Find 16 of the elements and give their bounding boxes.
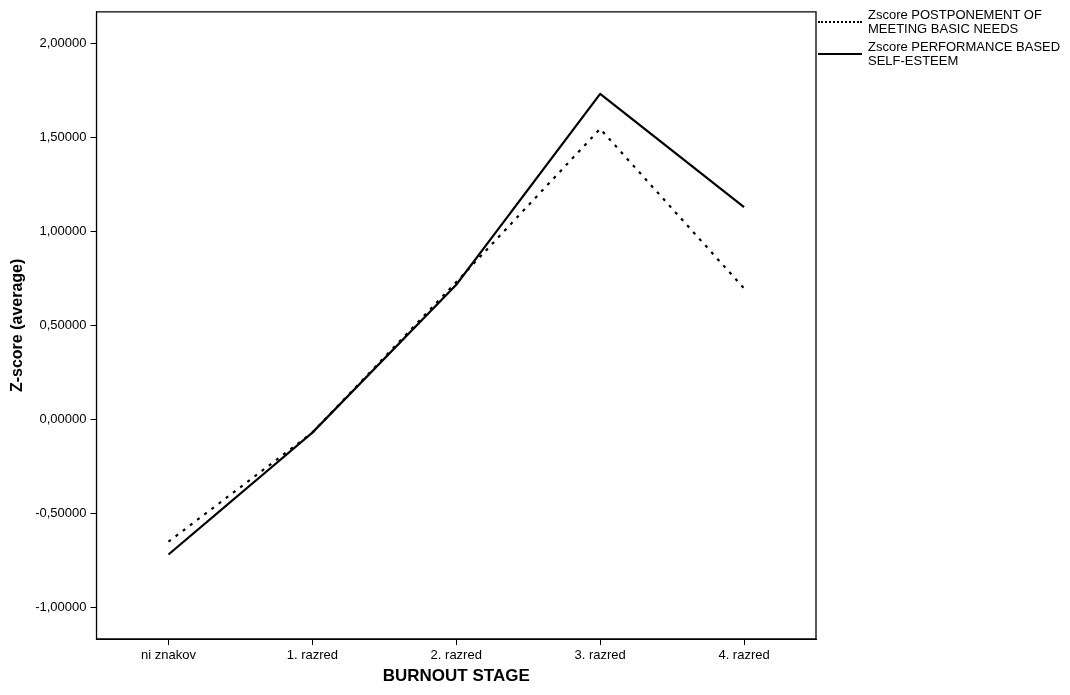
y-tick-label: 0,00000 xyxy=(39,411,87,427)
legend-label: Zscore PERFORMANCE BASED SELF-ESTEEM xyxy=(868,39,1062,68)
y-tick-label: -0,50000 xyxy=(35,505,87,521)
y-tick-label: 0,50000 xyxy=(39,316,87,332)
x-axis-title: BURNOUT STAGE xyxy=(382,666,530,686)
y-axis-title: Z-score (average) xyxy=(8,258,26,393)
x-tick-label: ni znakov xyxy=(141,647,197,663)
y-tick-label: 1,00000 xyxy=(39,222,87,238)
legend-label: Zscore POSTPONEMENT OF MEETING BASIC NEEDS xyxy=(868,7,1043,36)
x-tick-label: 2. razred xyxy=(430,647,482,663)
x-tick-label: 3. razred xyxy=(574,647,626,663)
x-tick-label: 1. razred xyxy=(286,647,339,663)
y-tick-label: 2,00000 xyxy=(39,34,87,50)
y-tick-label: -1,00000 xyxy=(35,599,87,615)
x-tick-label: 4. razred xyxy=(718,647,770,663)
y-tick-label: 1,50000 xyxy=(39,128,87,144)
